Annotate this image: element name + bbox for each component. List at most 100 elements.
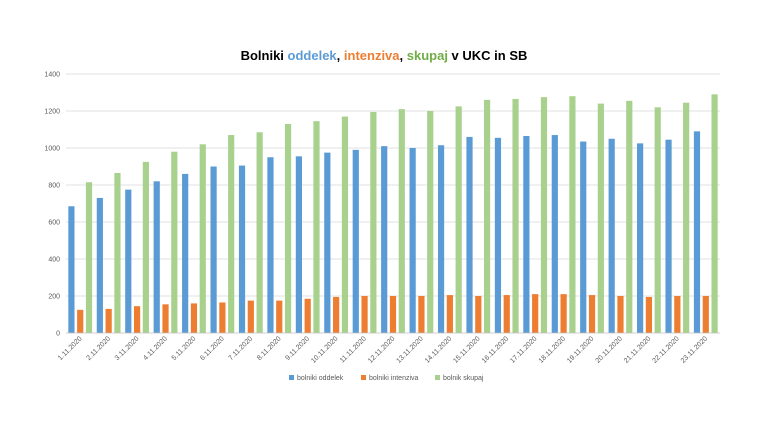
bar-bolniki-oddelek bbox=[295, 156, 302, 333]
bar-bolniki-oddelek bbox=[381, 146, 388, 333]
bars bbox=[68, 94, 718, 334]
bar-bolniki-oddelek bbox=[352, 149, 359, 333]
bar-bolniki-intenziva bbox=[702, 296, 709, 333]
x-tick-label: 16.11.2020 bbox=[481, 335, 510, 364]
chart-title-part: skupaj bbox=[407, 48, 448, 63]
bar-bolniki-oddelek bbox=[182, 173, 189, 333]
chart-title-part: intenziva bbox=[344, 48, 400, 63]
bar-bolnik-skupaj bbox=[654, 107, 661, 333]
bar-bolnik-skupaj bbox=[569, 96, 576, 333]
bar-bolniki-intenziva bbox=[361, 296, 368, 333]
bar-bolniki-oddelek bbox=[96, 197, 103, 333]
legend: bolniki oddelek bolniki intenziva bolnik s… bbox=[289, 375, 484, 382]
bar-bolniki-oddelek bbox=[409, 148, 416, 333]
bar-bolniki-oddelek bbox=[324, 152, 331, 333]
x-tick-label: 11.11.2020 bbox=[339, 335, 368, 364]
bar-bolniki-intenziva bbox=[162, 304, 169, 333]
bar-bolniki-intenziva bbox=[645, 296, 653, 333]
bar-bolniki-intenziva bbox=[588, 295, 596, 333]
bar-bolniki-intenziva bbox=[133, 306, 141, 333]
bar-bolniki-intenziva bbox=[475, 296, 482, 333]
bar-bolniki-oddelek bbox=[238, 165, 246, 333]
x-tick-label: 6.11.2020 bbox=[199, 335, 226, 362]
bar-bolniki-oddelek bbox=[210, 166, 217, 333]
bar-bolnik-skupaj bbox=[199, 144, 206, 333]
bar-bolnik-skupaj bbox=[256, 132, 263, 333]
bar-bolnik-skupaj bbox=[540, 97, 548, 333]
bar-bolniki-oddelek bbox=[153, 181, 160, 333]
chart-title-part: , bbox=[400, 48, 407, 63]
bar-bolnik-skupaj bbox=[228, 135, 235, 333]
bar-bolnik-skupaj bbox=[597, 103, 604, 333]
bar-bolnik-skupaj bbox=[142, 161, 149, 333]
bar-bolniki-oddelek bbox=[125, 189, 132, 333]
bar-bolnik-skupaj bbox=[114, 172, 121, 333]
bar-bolniki-intenziva bbox=[304, 298, 311, 333]
bar-bolniki-intenziva bbox=[503, 295, 510, 333]
legend-label: bolnik skupaj bbox=[443, 375, 484, 382]
x-tick-label: 21.11.2020 bbox=[623, 335, 652, 364]
y-tick-label: 400 bbox=[48, 257, 60, 264]
x-tick-label: 4.11.2020 bbox=[142, 335, 169, 362]
x-tick-label: 12.11.2020 bbox=[367, 335, 396, 364]
x-tick-label: 19.11.2020 bbox=[566, 335, 595, 364]
bar-bolnik-skupaj bbox=[171, 151, 178, 333]
bar-bolniki-intenziva bbox=[389, 296, 397, 333]
x-tick-label: 5.11.2020 bbox=[171, 335, 198, 362]
bar-bolniki-oddelek bbox=[637, 143, 644, 333]
bar-bolnik-skupaj bbox=[398, 109, 405, 334]
bar-bolniki-oddelek bbox=[665, 139, 672, 333]
bar-bolnik-skupaj bbox=[455, 106, 462, 333]
x-tick-label: 2.11.2020 bbox=[85, 335, 112, 362]
bar-bolniki-oddelek bbox=[523, 135, 530, 333]
bar-bolnik-skupaj bbox=[711, 94, 718, 333]
x-tick-label: 22.11.2020 bbox=[651, 335, 680, 364]
chart-title: Bolniki oddelek, intenziva, skupaj v UKC… bbox=[241, 48, 528, 63]
bar-bolniki-oddelek bbox=[437, 145, 445, 333]
bar-bolniki-intenziva bbox=[446, 295, 453, 333]
x-tick-label: 23.11.2020 bbox=[680, 335, 709, 364]
bar-bolniki-intenziva bbox=[190, 303, 198, 333]
y-tick-label: 800 bbox=[48, 183, 60, 190]
x-tick-label: 8.11.2020 bbox=[256, 335, 283, 362]
bar-bolniki-oddelek bbox=[580, 141, 587, 333]
bar-bolnik-skupaj bbox=[313, 121, 320, 333]
x-tick-label: 18.11.2020 bbox=[538, 335, 567, 364]
bar-bolniki-intenziva bbox=[77, 309, 84, 333]
bar-bolniki-oddelek bbox=[466, 136, 473, 333]
x-tick-label: 17.11.2020 bbox=[509, 335, 538, 364]
x-tick-label: 20.11.2020 bbox=[595, 335, 624, 364]
x-tick-label: 3.11.2020 bbox=[114, 335, 141, 362]
bar-bolnik-skupaj bbox=[484, 99, 491, 334]
bar-bolniki-intenziva bbox=[532, 294, 539, 333]
legend-swatch bbox=[435, 375, 440, 380]
x-tick-label: 10.11.2020 bbox=[310, 335, 339, 364]
bar-bolnik-skupaj bbox=[427, 111, 434, 333]
bar-bolniki-oddelek bbox=[494, 137, 502, 333]
legend-swatch bbox=[289, 375, 294, 380]
y-axis: 0 200 400 600 800 1000 1200 1400 bbox=[44, 72, 60, 338]
bar-bolniki-intenziva bbox=[219, 302, 226, 333]
bar-bolnik-skupaj bbox=[85, 182, 93, 333]
bar-bolniki-intenziva bbox=[674, 296, 681, 333]
y-tick-label: 200 bbox=[48, 294, 60, 301]
bar-bolnik-skupaj bbox=[512, 98, 519, 333]
y-tick-label: 600 bbox=[48, 220, 60, 227]
bar-bolniki-intenziva bbox=[333, 296, 340, 333]
y-tick-label: 1400 bbox=[44, 72, 60, 79]
chart-title-part: , bbox=[337, 48, 344, 63]
bar-bolniki-intenziva bbox=[247, 300, 254, 333]
bar-bolniki-intenziva bbox=[560, 294, 567, 333]
bar-bolnik-skupaj bbox=[683, 102, 690, 333]
x-tick-label: 14.11.2020 bbox=[424, 335, 453, 364]
chart-title-part: oddelek bbox=[288, 48, 338, 63]
y-tick-label: 1200 bbox=[44, 109, 60, 116]
x-tick-label: 15.11.2020 bbox=[452, 335, 481, 364]
bar-bolniki-oddelek bbox=[68, 206, 75, 333]
y-tick-label: 1000 bbox=[44, 146, 60, 153]
x-tick-label: 7.11.2020 bbox=[228, 335, 255, 362]
bar-bolniki-intenziva bbox=[418, 296, 425, 333]
chart-title-part: Bolniki bbox=[241, 48, 288, 63]
